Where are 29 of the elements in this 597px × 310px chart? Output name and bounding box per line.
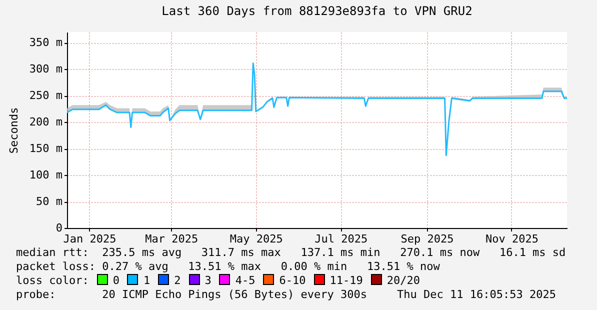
text: 1 bbox=[143, 274, 150, 287]
chart-title: Last 360 Days from 881293e893fa to VPN GRU2 bbox=[162, 4, 472, 18]
x-tick-label: Sep 2025 bbox=[400, 232, 454, 246]
y-tick-label: 200 m bbox=[29, 116, 63, 129]
x-tick-label: Jan 2025 bbox=[63, 232, 116, 246]
x-tick-label: Mar 2025 bbox=[145, 232, 198, 246]
text: packet loss: 0.27 % avg 13.51 % max 0.00 % min 13.51 % now bbox=[16, 260, 441, 274]
y-tick-label: 300 m bbox=[29, 62, 63, 76]
text: 4-5 bbox=[235, 274, 256, 287]
y-tick-label: 100 m bbox=[29, 168, 63, 182]
text: probe: 20 ICMP Echo Pings (56 Bytes) every 300s bbox=[16, 288, 367, 301]
y-tick-label: 0 bbox=[56, 222, 62, 234]
text: loss color: bbox=[16, 274, 89, 287]
text: median rtt: 235.5 ms avg 311.7 ms max 137.1 ms min 270.1 ms now 16.1 ms sd bbox=[16, 246, 566, 260]
text: 20/20 bbox=[386, 274, 420, 287]
text: 3 bbox=[204, 274, 212, 287]
text: 11-19 bbox=[330, 274, 363, 287]
x-tick-label: Nov 2025 bbox=[485, 232, 538, 246]
y-tick-label: 350 m bbox=[29, 36, 63, 50]
text: 2 bbox=[174, 274, 181, 287]
text: Thu Dec 11 16:05:53 2025 bbox=[397, 288, 556, 301]
y-tick-label: 50 m bbox=[36, 195, 63, 208]
x-tick-label: Jul 2025 bbox=[314, 232, 368, 246]
y-tick-label: 250 m bbox=[29, 89, 63, 102]
text: 0 bbox=[112, 274, 120, 287]
x-tick-label: May 2025 bbox=[230, 232, 283, 246]
text: 6-10 bbox=[279, 274, 306, 287]
y-axis-title: Seconds bbox=[7, 107, 20, 154]
y-tick-label: 150 m bbox=[29, 142, 63, 156]
